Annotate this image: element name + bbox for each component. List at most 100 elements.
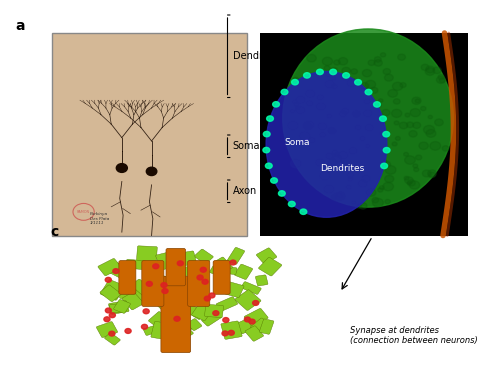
Circle shape: [364, 110, 372, 117]
Circle shape: [281, 89, 288, 95]
Circle shape: [400, 122, 408, 129]
FancyBboxPatch shape: [107, 262, 129, 279]
FancyBboxPatch shape: [235, 290, 261, 310]
Circle shape: [396, 136, 400, 140]
FancyBboxPatch shape: [194, 249, 214, 264]
Circle shape: [332, 76, 336, 80]
FancyBboxPatch shape: [177, 320, 194, 333]
Circle shape: [338, 58, 347, 65]
Circle shape: [374, 60, 382, 66]
Circle shape: [328, 159, 337, 166]
Circle shape: [404, 176, 409, 180]
Circle shape: [142, 324, 148, 329]
FancyBboxPatch shape: [235, 320, 253, 334]
FancyBboxPatch shape: [218, 266, 237, 274]
Circle shape: [413, 122, 420, 128]
FancyBboxPatch shape: [152, 294, 174, 312]
Circle shape: [342, 73, 349, 78]
Circle shape: [433, 67, 442, 74]
Circle shape: [316, 103, 326, 110]
Circle shape: [382, 160, 387, 164]
Circle shape: [366, 80, 376, 88]
Circle shape: [410, 181, 420, 189]
FancyBboxPatch shape: [202, 311, 222, 326]
Circle shape: [146, 281, 152, 286]
Circle shape: [392, 142, 397, 146]
Circle shape: [409, 130, 417, 137]
Circle shape: [378, 188, 383, 192]
FancyBboxPatch shape: [142, 261, 164, 306]
Circle shape: [426, 66, 434, 73]
Circle shape: [152, 264, 159, 269]
Circle shape: [428, 170, 436, 177]
Circle shape: [385, 166, 396, 174]
Circle shape: [424, 125, 434, 134]
Circle shape: [384, 74, 393, 81]
Circle shape: [428, 172, 436, 178]
Circle shape: [365, 124, 374, 131]
FancyBboxPatch shape: [260, 33, 468, 236]
Circle shape: [324, 80, 334, 88]
Circle shape: [290, 110, 294, 113]
Circle shape: [421, 64, 429, 70]
FancyBboxPatch shape: [176, 266, 196, 278]
Circle shape: [161, 283, 167, 288]
Circle shape: [296, 106, 305, 114]
Circle shape: [364, 99, 370, 104]
Circle shape: [292, 100, 297, 104]
Circle shape: [125, 328, 131, 333]
FancyBboxPatch shape: [98, 258, 122, 276]
Circle shape: [244, 317, 250, 322]
FancyBboxPatch shape: [210, 266, 226, 277]
Circle shape: [420, 106, 426, 111]
Circle shape: [204, 296, 210, 301]
Circle shape: [332, 150, 338, 155]
Circle shape: [200, 267, 206, 272]
Circle shape: [426, 68, 435, 75]
FancyBboxPatch shape: [161, 276, 190, 352]
Circle shape: [352, 201, 356, 204]
Circle shape: [419, 142, 428, 150]
Circle shape: [358, 180, 368, 187]
FancyBboxPatch shape: [221, 321, 242, 339]
FancyBboxPatch shape: [172, 303, 190, 314]
FancyBboxPatch shape: [172, 324, 194, 341]
Text: a: a: [15, 19, 24, 33]
Circle shape: [320, 171, 330, 180]
Circle shape: [328, 128, 336, 134]
Circle shape: [249, 319, 255, 324]
Circle shape: [428, 115, 432, 119]
FancyBboxPatch shape: [180, 251, 196, 266]
Circle shape: [422, 170, 431, 177]
Circle shape: [416, 155, 422, 160]
Circle shape: [438, 75, 444, 80]
Circle shape: [404, 152, 408, 156]
Circle shape: [326, 72, 331, 77]
Circle shape: [374, 102, 380, 107]
Circle shape: [306, 90, 315, 98]
Circle shape: [377, 104, 382, 107]
Circle shape: [266, 163, 272, 168]
Circle shape: [300, 132, 310, 140]
Circle shape: [296, 106, 300, 109]
Circle shape: [392, 82, 402, 90]
Circle shape: [328, 128, 335, 133]
Circle shape: [266, 116, 274, 121]
FancyBboxPatch shape: [100, 280, 125, 300]
Circle shape: [346, 185, 352, 189]
Circle shape: [322, 57, 332, 65]
Circle shape: [400, 82, 406, 87]
Circle shape: [388, 90, 398, 97]
Circle shape: [398, 54, 406, 60]
FancyBboxPatch shape: [96, 322, 117, 338]
Circle shape: [109, 331, 115, 336]
Circle shape: [317, 94, 324, 100]
Circle shape: [162, 289, 168, 294]
FancyBboxPatch shape: [182, 287, 206, 306]
Text: RAMON: RAMON: [77, 210, 90, 214]
Circle shape: [366, 189, 376, 196]
Circle shape: [383, 69, 390, 75]
Circle shape: [252, 300, 258, 305]
Circle shape: [272, 102, 280, 107]
Circle shape: [374, 57, 381, 62]
